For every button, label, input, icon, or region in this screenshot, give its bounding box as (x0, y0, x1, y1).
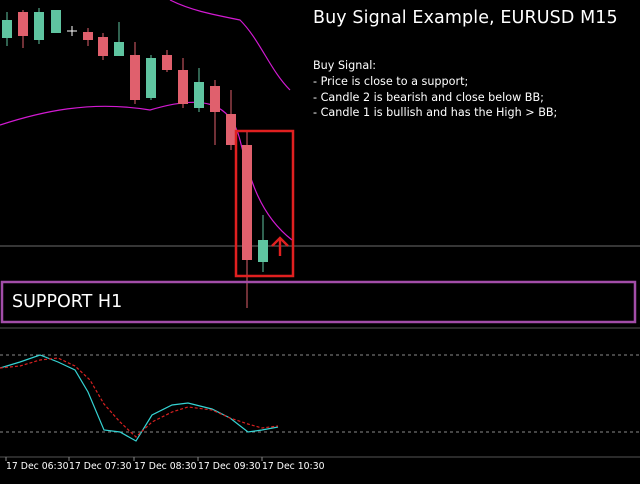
signal-line: - Candle 2 is bearish and close below BB… (313, 90, 544, 104)
indicator-slow-line (0, 357, 279, 438)
signal-line: - Price is close to a support; (313, 74, 469, 88)
bullish-candle (51, 10, 61, 33)
time-label: 17 Dec 08:30 (134, 461, 197, 472)
time-axis-ticks (5, 457, 263, 461)
time-label: 17 Dec 06:30 (6, 461, 69, 472)
signal-highlight-box (234, 129, 295, 278)
bearish-candle (162, 55, 172, 70)
support-zone-label: SUPPORT H1 (12, 292, 123, 312)
indicator-fast-line (0, 354, 279, 442)
support-zone-rect (0, 280, 637, 324)
signal-description: Buy Signal: - Price is close to a suppor… (313, 58, 557, 121)
signal-heading: Buy Signal: (313, 59, 377, 72)
bollinger-upper-band (169, 0, 291, 91)
signal-line: - Candle 1 is bullish and has the High >… (313, 106, 558, 120)
bullish-candle (146, 58, 156, 98)
time-label: 17 Dec 09:30 (198, 461, 261, 472)
bullish-candle (114, 42, 124, 56)
time-label: 17 Dec 07:30 (69, 461, 132, 472)
bearish-candle (98, 37, 108, 56)
time-label: 17 Dec 10:30 (262, 461, 325, 472)
bullish-candle (258, 240, 268, 262)
candles-group (2, 8, 268, 308)
bearish-candle (242, 145, 252, 260)
bearish-candle (18, 12, 28, 36)
bullish-candle (34, 12, 44, 40)
crosshair-icon (67, 26, 77, 36)
buy-arrow-icon (271, 236, 289, 256)
bullish-candle (2, 20, 12, 38)
chart-title: Buy Signal Example, EURUSD M15 (313, 8, 618, 28)
bearish-candle (130, 55, 140, 100)
bearish-candle (178, 70, 188, 104)
bullish-candle (194, 82, 204, 108)
bearish-candle (83, 32, 93, 40)
bearish-candle (226, 114, 236, 145)
bearish-candle (210, 86, 220, 112)
